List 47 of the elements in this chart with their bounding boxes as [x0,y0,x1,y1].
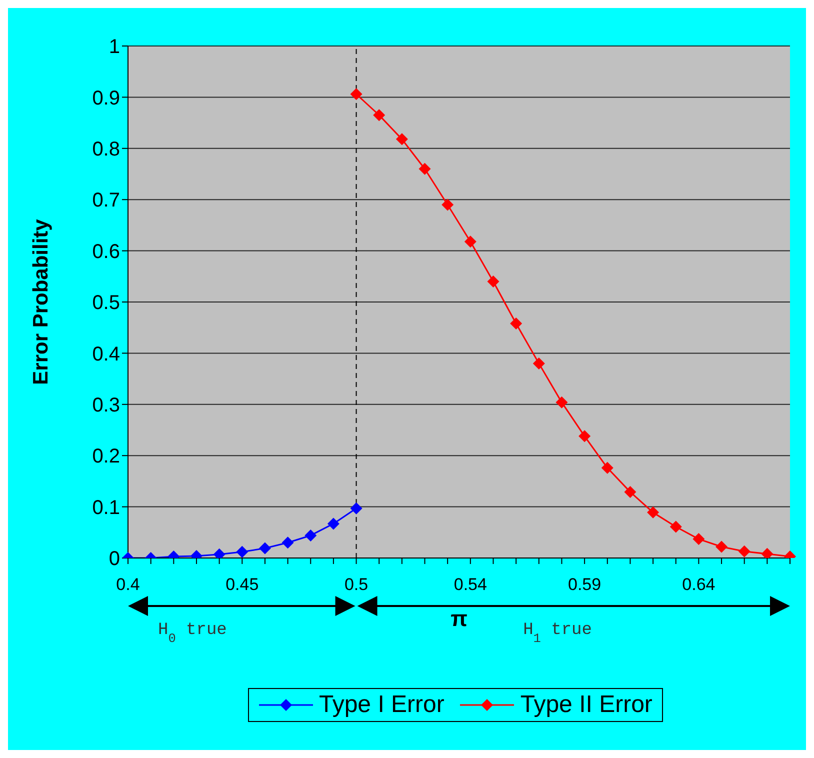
y-tick-label: 0.4 [92,343,120,366]
x-tick-label: 0.59 [568,575,602,594]
x-axis-title: π [450,606,468,631]
point [647,506,660,518]
point [350,88,362,100]
point [738,545,750,558]
y-tick-label: 0.8 [92,138,120,160]
point [761,548,774,558]
y-tick-label: 0.2 [92,446,120,468]
y-tick-label: 0.3 [92,394,120,416]
point [692,533,705,546]
y-tick-label: 0.6 [92,240,120,263]
point [258,542,271,554]
point [350,502,362,514]
point [601,462,614,474]
x-tick-label: 0.5 [344,575,368,594]
point [282,536,294,549]
y-tick-label: 1 [108,36,120,58]
legend-label: Type II Error [520,691,652,719]
y-tick-label: 0.7 [92,190,120,212]
point [236,546,248,558]
text: H$_{0}$ true [158,621,227,646]
text: H$_{1}$ true [523,621,592,646]
point [396,133,408,146]
point [624,486,636,498]
x-tick-label: 0.64 [682,575,716,594]
point [442,198,454,211]
y-tick-label: 0.1 [92,496,120,519]
point [418,162,431,175]
y-tick-label: 0.5 [92,292,120,314]
point [327,518,340,530]
point [304,529,317,542]
legend-label: Type I Error [319,691,444,719]
x-tick-label: 0.54 [454,575,487,594]
point [487,276,500,288]
y-tick-label: 0 [108,548,120,570]
point [464,236,476,248]
y-tick-label: 0.9 [92,87,120,110]
point [373,109,386,122]
x-tick-label: 0.45 [226,575,259,594]
point [716,540,728,553]
point [532,357,545,370]
y-axis-title: Error Probability [29,218,52,385]
point [510,318,522,330]
point [670,520,682,533]
point [556,396,568,408]
point [578,430,591,442]
